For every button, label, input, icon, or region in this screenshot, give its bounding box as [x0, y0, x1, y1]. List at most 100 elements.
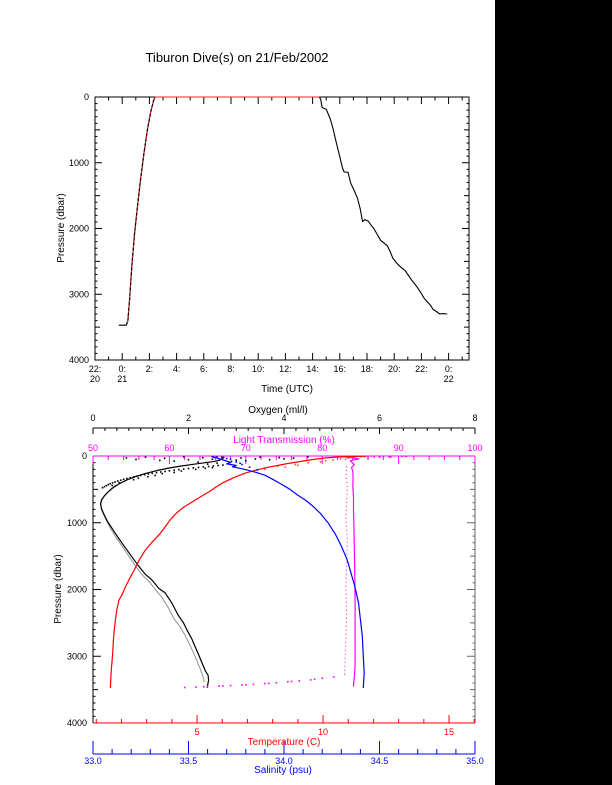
tick-label: 4000	[69, 355, 89, 365]
oxygen-surface-scatter-dot	[207, 465, 210, 468]
tick-label: 3000	[69, 289, 89, 299]
tick-label: 4	[281, 413, 286, 423]
oxygen-surface-scatter-dot	[107, 483, 110, 486]
light-surface-scatter-dot	[373, 456, 375, 458]
light-surface-scatter-dot	[405, 455, 407, 458]
temperature-surface-scatter-dot	[307, 462, 309, 464]
oxygen-surface-scatter-dot	[192, 467, 195, 469]
oxygen-surface-scatter-dot	[117, 480, 119, 482]
tick-label: 8	[472, 413, 477, 423]
light-bottom-scatter-dot	[218, 685, 220, 687]
page-title: Tiburon Dive(s) on 21/Feb/2002	[145, 50, 328, 65]
oxygen-surface-scatter-dot	[259, 456, 261, 458]
oxygen-surface-scatter-dot	[144, 456, 147, 458]
light-bottom-scatter-dot	[203, 686, 205, 688]
oxygen-surface-scatter-dot	[155, 471, 158, 474]
oxygen-surface-scatter-dot	[173, 469, 175, 471]
salinity	[211, 456, 365, 689]
light-bottom-scatter-dot	[195, 686, 197, 688]
oxygen-surface-scatter-dot	[111, 482, 114, 484]
oxygen-surface-scatter-dot	[235, 459, 237, 461]
oxygen-surface-scatter-dot	[160, 471, 162, 473]
oxygen-surface-scatter-dot	[137, 477, 140, 479]
light-bottom-scatter-dot	[222, 685, 224, 687]
oxygen-surface-scatter-dot	[245, 459, 247, 462]
oxygen-surface-scatter-dot	[173, 471, 175, 474]
light-bottom-scatter-dot	[206, 685, 209, 688]
oxygen-surface-scatter-dot	[212, 465, 215, 467]
light-bottom-scatter-dot	[332, 676, 335, 678]
tick-label: 4:	[173, 364, 181, 374]
tick-label: 34.5	[371, 756, 389, 766]
tick-label: 70	[241, 443, 251, 453]
salinity-surface-scatter-dot	[241, 463, 243, 466]
oxygen-surface-scatter-dot	[202, 466, 205, 468]
oxygen-surface-scatter-dot	[283, 457, 285, 460]
light-bottom-scatter-dot	[313, 678, 316, 681]
tick-label: 6:	[200, 364, 208, 374]
tick-label: 20:	[388, 364, 401, 374]
oxygen-surface-scatter-dot	[216, 462, 218, 464]
tick-label: 12:	[279, 364, 292, 374]
oxygen-surface-scatter-dot	[217, 464, 219, 467]
temperature-surface-scatter-dot	[350, 456, 352, 459]
tick-label: 35.0	[466, 756, 484, 766]
oxygen-surface-scatter-dot	[125, 457, 128, 459]
profile-axes: 0 1000 2000 3000 4000 50 60 70 80 90 100 5 10 15 0 2 4 6 8…	[67, 413, 484, 766]
light-surface-scatter-dot	[382, 455, 385, 458]
oxygen-surface-scatter-dot	[206, 463, 209, 465]
temperature-surface-scatter-dot	[264, 468, 266, 470]
tick-label: 0:	[118, 364, 126, 374]
tick-label: 15	[444, 727, 454, 737]
oxygen-surface-scatter-dot	[154, 474, 156, 477]
salinity-surface-scatter-dot	[248, 466, 251, 468]
tick-label: 5	[195, 727, 200, 737]
dive-track-red-overlay	[125, 96, 320, 326]
tick-label: 34.0	[275, 756, 293, 766]
right-black-band	[495, 0, 612, 785]
oxygen-surface-scatter-dot	[105, 484, 108, 487]
tick-label: 2000	[69, 224, 89, 234]
tick-label: 1000	[69, 158, 89, 168]
oxygen-surface-scatter-dot	[221, 456, 223, 459]
temperature-surface-scatter-dot	[332, 459, 334, 461]
tick-label: 2000	[67, 585, 87, 595]
pressure-axis-title-top: Pressure (dbar)	[56, 193, 67, 262]
tick-label: 33.0	[84, 756, 102, 766]
oxygen-surface-scatter-dot	[240, 457, 242, 459]
temperature	[109, 455, 366, 689]
oxygen-surface-scatter-dot	[211, 458, 214, 460]
oxygen-surface-scatter-dot	[197, 461, 199, 463]
time-pressure-axes: 22:200:212: 4: 6: 8: 10: 12: 14: 16: 18: 20: 22: 0:…	[69, 92, 470, 384]
oxygen-surface-scatter-dot	[164, 470, 166, 473]
light-transmission-axis-title: Light Transmission (%)	[233, 435, 335, 446]
oxygen-surface-scatter-dot	[254, 458, 257, 460]
oxygen-surface-scatter-dot	[159, 459, 161, 462]
light-bottom-scatter-dot	[287, 681, 289, 683]
oxygen-surface-scatter-dot	[173, 460, 175, 462]
tick-label: 4000	[67, 718, 87, 728]
oxygen-surface-scatter-dot	[119, 479, 122, 481]
oxygen-surface-scatter-dot	[178, 468, 180, 471]
tick-label: 50	[88, 443, 98, 453]
light-bottom-scatter-dot	[245, 684, 247, 686]
oxygen-upcast	[100, 484, 205, 683]
tick-label: 60	[164, 443, 174, 453]
oxygen-surface-scatter-dot	[122, 478, 125, 481]
tick-label: 0	[90, 413, 95, 423]
oxygen-surface-scatter-dot	[211, 466, 214, 469]
light-surface-scatter-dot	[388, 456, 391, 458]
oxygen-surface-scatter-dot	[143, 473, 146, 476]
ascent-black-dash	[125, 96, 156, 326]
oxygen-surface-scatter-dot	[147, 475, 149, 478]
oxygen-surface-scatter-dot	[204, 467, 206, 470]
oxygen-surface-scatter-dot	[230, 460, 233, 463]
oxygen-surface-scatter-dot	[278, 456, 280, 459]
oxygen-downcast	[100, 456, 225, 689]
temperature-surface-scatter-dot	[344, 458, 347, 461]
oxygen-surface-scatter-dot	[118, 481, 121, 484]
oxygen-surface-scatter-dot	[187, 458, 190, 461]
tick-label: 6	[377, 413, 382, 423]
salinity-surface-scatter-dot	[212, 455, 215, 458]
